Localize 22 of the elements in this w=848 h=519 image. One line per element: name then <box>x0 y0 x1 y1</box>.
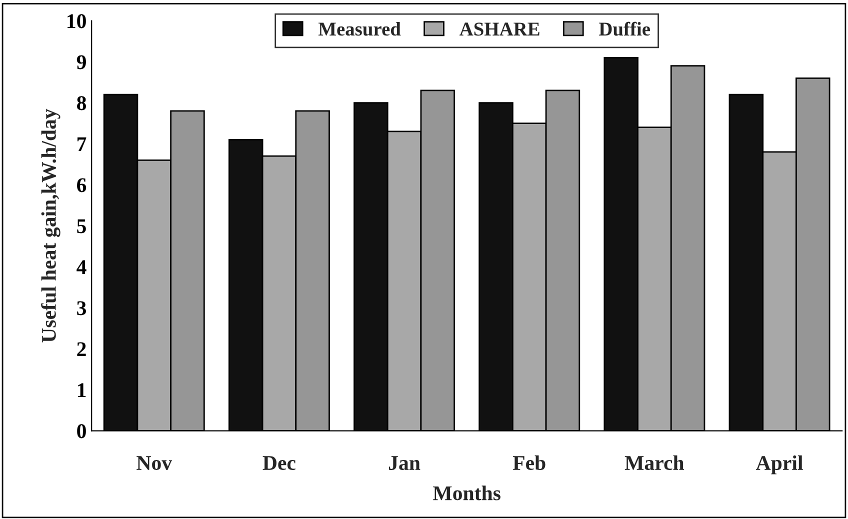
y-tick-label: 8 <box>77 96 86 110</box>
legend-label: Measured <box>318 22 401 36</box>
y-tick-label: 5 <box>77 219 86 234</box>
y-tick-label: 1 <box>78 383 86 397</box>
y-tick-label: 6 <box>77 178 86 192</box>
y-tick-label: 9 <box>76 55 86 70</box>
legend-label: ASHARE <box>459 22 540 36</box>
y-tick-label: 3 <box>77 301 86 316</box>
x-tick-label: Jan <box>389 456 420 470</box>
x-tick-label: April <box>756 455 803 474</box>
y-tick-label: 4 <box>76 260 86 274</box>
x-tick-label: Nov <box>136 456 172 470</box>
x-axis-title: Months <box>433 486 500 500</box>
y-tick-label: 2 <box>77 342 86 356</box>
y-tick-label: 0 <box>77 424 86 438</box>
legend-label: Duffie <box>599 22 650 36</box>
x-tick-label: Dec <box>262 456 296 470</box>
y-axis-title: Useful heat gain,kW.h/day <box>41 108 60 342</box>
x-tick-label: Feb <box>512 455 546 470</box>
y-tick-label: 10 <box>68 14 86 28</box>
y-tick-label: 7 <box>78 137 86 151</box>
x-tick-label: March <box>624 455 684 470</box>
